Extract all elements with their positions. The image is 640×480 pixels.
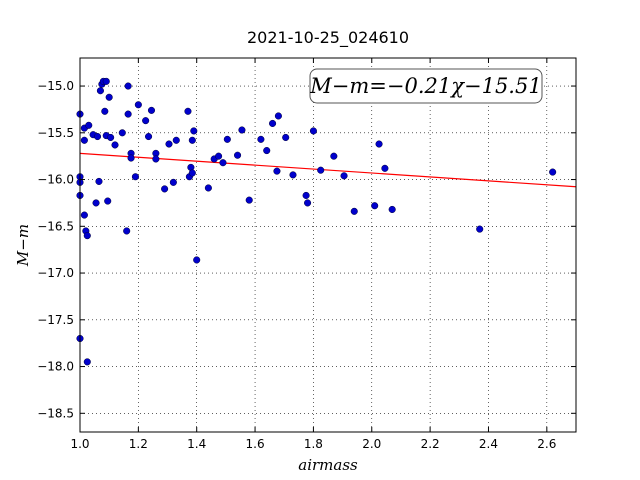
data-point xyxy=(134,101,142,109)
data-point xyxy=(188,136,196,144)
y-tick-label: −15.5 xyxy=(37,126,74,140)
y-tick-label: −17.5 xyxy=(37,313,74,327)
data-point xyxy=(104,197,112,205)
x-tick-label: 1.2 xyxy=(129,437,148,451)
chart-title: 2021-10-25_024610 xyxy=(247,28,409,48)
x-tick-label: 1.0 xyxy=(70,437,89,451)
data-point xyxy=(124,82,132,90)
data-point xyxy=(96,87,104,95)
x-axis-label: airmass xyxy=(298,456,358,474)
data-point xyxy=(375,140,383,148)
data-point xyxy=(381,164,389,172)
data-point xyxy=(304,199,312,207)
data-point xyxy=(223,135,231,143)
x-tick-label: 1.6 xyxy=(246,437,265,451)
data-point xyxy=(107,133,115,142)
data-point xyxy=(330,152,338,160)
y-tick-label: −17.0 xyxy=(37,266,74,280)
data-point xyxy=(127,154,135,162)
data-point xyxy=(83,358,91,366)
data-point xyxy=(145,132,153,141)
axis-ticks: 1.0 1.2 1.4 1.6 1.8 2.0 2.2 2.4 2.6 −15.0 −15.5 −16… xyxy=(37,58,576,451)
data-point xyxy=(549,168,557,176)
x-tick-label: 2.6 xyxy=(537,437,556,451)
data-point xyxy=(123,227,131,235)
data-point xyxy=(289,171,297,179)
data-point xyxy=(193,256,201,264)
axes-frame xyxy=(79,57,577,433)
data-point xyxy=(282,133,290,142)
data-point xyxy=(257,135,265,143)
data-point xyxy=(161,185,169,193)
data-point xyxy=(388,205,396,214)
y-tick-label: −18.5 xyxy=(37,406,74,420)
data-point xyxy=(317,166,325,174)
data-point xyxy=(184,107,192,115)
data-point xyxy=(131,173,139,181)
y-tick-label: −18.0 xyxy=(37,360,74,374)
plot-area: 1.0 1.2 1.4 1.6 1.8 2.0 2.2 2.4 2.6 −15.0 −15.5 −16… xyxy=(37,57,577,451)
axes-background xyxy=(80,58,576,432)
data-point xyxy=(238,126,246,134)
data-point xyxy=(92,199,100,207)
y-axis-label: M−m xyxy=(14,224,32,267)
data-point xyxy=(105,93,113,101)
fit-equation: M−m=−0.21χ−15.51 xyxy=(309,74,541,98)
data-points xyxy=(76,77,557,366)
data-point xyxy=(102,77,110,85)
data-point xyxy=(273,167,281,175)
fit-line xyxy=(79,152,577,188)
data-point xyxy=(101,107,109,115)
x-tick-label: 1.4 xyxy=(187,437,206,451)
data-point xyxy=(190,127,198,135)
data-point xyxy=(147,106,156,114)
data-point xyxy=(111,141,119,149)
x-tick-label: 2.2 xyxy=(421,437,440,451)
data-point xyxy=(188,169,196,177)
data-point xyxy=(350,207,358,215)
data-point xyxy=(142,117,150,125)
x-tick-label: 2.0 xyxy=(362,437,381,451)
data-point xyxy=(219,159,227,167)
data-point xyxy=(152,155,160,163)
data-point xyxy=(85,121,93,129)
x-tick-label: 2.4 xyxy=(479,437,498,451)
data-point xyxy=(80,211,88,219)
data-point xyxy=(263,147,271,155)
data-point xyxy=(309,127,317,135)
data-point xyxy=(274,112,282,120)
data-point xyxy=(172,136,180,144)
data-point xyxy=(215,152,223,160)
y-tick-label: −15.0 xyxy=(37,79,74,93)
data-point xyxy=(204,184,212,192)
data-point xyxy=(83,232,91,240)
data-point xyxy=(245,196,253,204)
y-tick-label: −16.0 xyxy=(37,173,74,187)
data-point xyxy=(371,202,379,210)
data-point xyxy=(93,132,102,141)
data-point xyxy=(302,191,310,199)
data-point xyxy=(118,129,126,137)
data-point xyxy=(95,177,103,185)
data-point xyxy=(165,140,173,148)
fit-line-group xyxy=(79,152,577,188)
annotation-box xyxy=(309,68,543,104)
data-point xyxy=(340,172,348,180)
x-tick-label: 1.8 xyxy=(304,437,323,451)
data-point xyxy=(269,119,277,127)
data-point xyxy=(234,151,242,159)
fit-equation-box: M−m=−0.21χ−15.51 xyxy=(309,68,543,104)
y-tick-label: −16.5 xyxy=(37,219,74,233)
data-point xyxy=(80,136,88,144)
data-point xyxy=(476,225,484,233)
data-point xyxy=(124,110,132,118)
data-point xyxy=(169,178,177,186)
